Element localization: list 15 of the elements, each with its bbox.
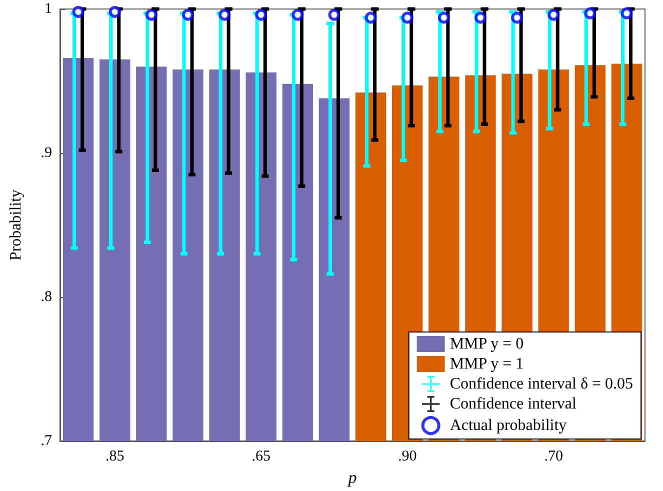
y-tick-label: .9	[40, 145, 52, 161]
y-tick-label: 1	[44, 1, 52, 17]
x-tick-label: .65	[252, 448, 270, 464]
y-tick-label: .7	[40, 433, 52, 449]
legend-label: Actual probability	[450, 417, 567, 434]
legend-label: Confidence interval	[450, 396, 577, 412]
y-tick-label: .8	[40, 289, 52, 305]
y-axis-title: Probability	[8, 189, 24, 261]
x-tick-label: .70	[544, 448, 563, 464]
x-axis-title: p	[347, 468, 357, 487]
x-tick-label: .90	[398, 448, 417, 464]
legend-label: MMP y = 0	[450, 336, 524, 352]
legend-label: MMP y = 1	[450, 356, 524, 372]
legend-label: Confidence interval δ = 0.05	[450, 376, 634, 392]
x-tick-label: .85	[105, 448, 124, 464]
